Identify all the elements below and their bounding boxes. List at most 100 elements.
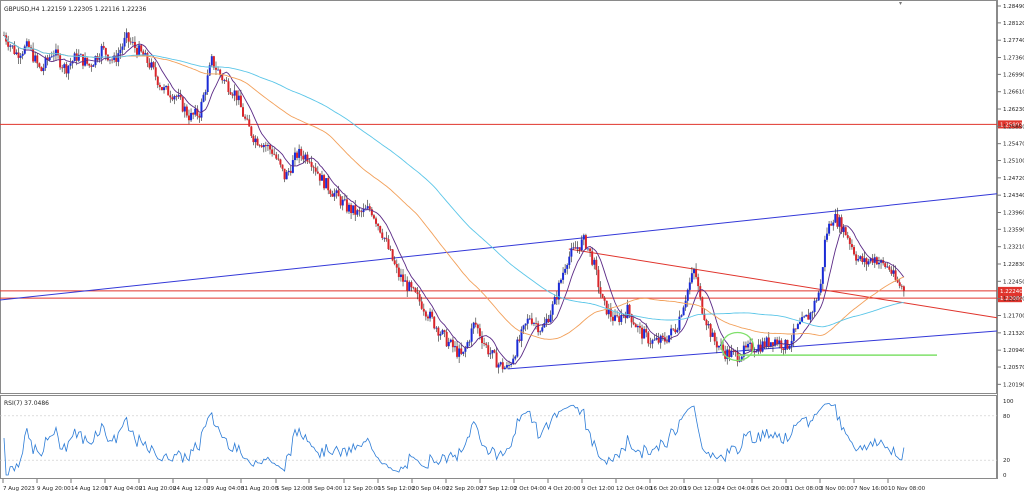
candle-body	[15, 52, 18, 55]
candle-body	[840, 217, 843, 233]
candle-body	[842, 227, 845, 233]
candle-body	[447, 341, 450, 347]
time-tick-label: 22 Sep 20:00	[446, 486, 483, 492]
time-tick-label: 24 Aug 12:00	[173, 486, 211, 492]
candle-body	[665, 341, 668, 343]
candle-body	[838, 217, 841, 227]
candle-body	[173, 96, 176, 100]
candle-body	[163, 87, 166, 91]
candle-body	[821, 267, 824, 284]
descending-trend-line[interactable]	[568, 248, 998, 319]
candle-body	[726, 349, 729, 359]
candle-body	[618, 316, 621, 322]
candle-body	[624, 315, 627, 319]
candle-body	[269, 145, 272, 150]
candle-body	[690, 273, 693, 283]
price-tick-label: 1.26230	[1003, 107, 1024, 113]
price-tick-label: 1.22450	[1003, 279, 1024, 285]
candle-body	[501, 362, 504, 370]
candle-body	[136, 47, 139, 56]
price-tick-label: 1.25100	[1003, 159, 1024, 165]
candle-body	[487, 345, 490, 355]
candle-body	[861, 256, 864, 262]
candle-body	[202, 94, 205, 102]
candle-body	[7, 41, 10, 47]
candle-body	[88, 63, 91, 66]
rsi-tick-label: 0	[1003, 473, 1007, 479]
candle-body	[765, 337, 768, 347]
candle-body	[11, 45, 14, 47]
price-axis: 1.28490 1.28120 1.27740 1.27360 1.26990 1.266…	[997, 4, 1024, 388]
candle-body	[13, 45, 16, 55]
candle-body	[108, 59, 111, 61]
candle-body	[345, 199, 348, 212]
candle-body	[293, 152, 296, 161]
candle-body	[364, 208, 367, 210]
candle-body	[589, 248, 592, 252]
price-tick-label: 1.26610	[1003, 90, 1024, 96]
upper-channel-line[interactable]	[0, 193, 998, 301]
candle-body	[420, 301, 423, 309]
candle-body	[260, 145, 263, 148]
candle-body	[54, 49, 57, 56]
candle-body	[686, 289, 689, 301]
candle-body	[25, 41, 28, 47]
candle-body	[104, 48, 107, 55]
candle-body	[632, 322, 635, 325]
candles	[3, 28, 905, 374]
candle-body	[119, 49, 122, 54]
support-highlight-circle[interactable]	[720, 331, 755, 362]
candle-body	[846, 235, 849, 238]
candle-body	[429, 311, 432, 319]
symbol-info: GBPUSD,H4 1.22159 1.22305 1.22116 1.2223…	[4, 6, 146, 13]
candle-body	[356, 210, 359, 215]
candle-body	[638, 325, 641, 328]
candle-body	[674, 329, 677, 333]
candle-body	[591, 251, 594, 265]
level-label: 1.25892	[1000, 122, 1023, 128]
top-marker-icon: ▾	[899, 0, 902, 7]
candle-body	[439, 333, 442, 336]
candle-body	[414, 288, 417, 293]
candle-body	[790, 340, 793, 346]
candle-body	[46, 57, 49, 61]
candle-body	[339, 196, 342, 206]
candle-body	[526, 318, 529, 324]
candle-body	[485, 343, 488, 346]
candle-body	[898, 282, 901, 286]
candle-body	[277, 158, 280, 160]
candle-body	[92, 65, 95, 67]
candle-body	[499, 362, 502, 365]
candle-body	[90, 65, 93, 67]
candle-body	[601, 293, 604, 298]
candle-body	[682, 307, 685, 316]
candle-body	[422, 308, 425, 312]
price-tick-label: 1.21700	[1003, 314, 1024, 320]
price-tick-label: 1.23210	[1003, 245, 1024, 251]
candle-body	[393, 260, 396, 264]
candle-body	[557, 282, 560, 300]
candle-body	[863, 258, 866, 262]
candle-body	[131, 41, 134, 43]
candle-body	[210, 56, 213, 66]
candle-body	[287, 170, 290, 173]
price-tick-label: 1.25850	[1003, 124, 1024, 130]
candle-body	[649, 343, 652, 345]
candle-body	[761, 341, 764, 352]
candle-body	[884, 263, 887, 267]
candle-body	[190, 112, 193, 121]
price-tick-label: 1.24340	[1003, 193, 1024, 199]
candle-body	[389, 249, 392, 250]
candle-body	[692, 269, 695, 274]
candle-body	[651, 340, 654, 344]
candle-body	[771, 342, 774, 346]
candle-body	[572, 247, 575, 249]
candle-body	[564, 268, 567, 273]
candle-body	[50, 56, 53, 58]
candle-body	[40, 66, 43, 72]
candle-body	[196, 108, 199, 116]
candle-body	[325, 178, 328, 189]
candle-body	[701, 297, 704, 314]
candle-body	[306, 154, 309, 162]
level-label: 1.22080	[1000, 296, 1023, 302]
